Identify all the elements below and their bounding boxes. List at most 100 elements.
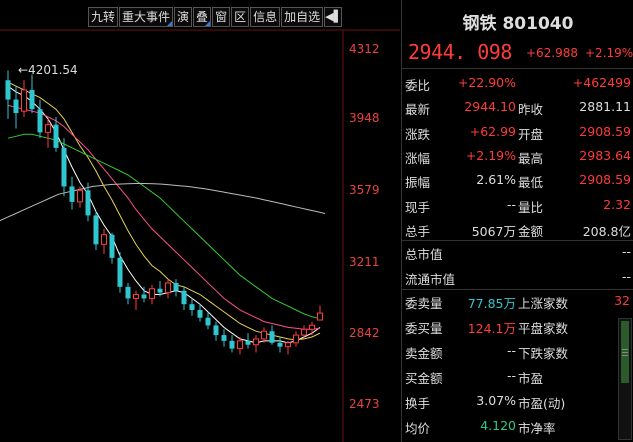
candle-body xyxy=(229,340,235,349)
candle xyxy=(101,228,107,255)
candle xyxy=(13,86,19,129)
chart-toolbar: 九转 重大事件 演 叠 窗 区 信息 加自选 ◀▌ xyxy=(88,7,343,27)
index-title: 钢铁 801040 xyxy=(462,14,574,34)
stat-value: -- xyxy=(506,343,516,358)
divider xyxy=(402,240,633,241)
stat-label: 最高 xyxy=(518,150,544,166)
candle-body xyxy=(205,317,211,326)
stat-label: 委比 xyxy=(405,78,431,93)
price-change: +62.988 xyxy=(526,46,579,60)
candle-body xyxy=(157,288,163,293)
candle-body xyxy=(181,290,187,305)
stat-value: 2.61% xyxy=(476,172,516,188)
candle xyxy=(117,252,123,293)
candle xyxy=(317,305,323,321)
candle-body xyxy=(45,124,51,133)
stat-value: +22.90% xyxy=(457,75,516,90)
y-tick-label: 4312 xyxy=(349,42,380,56)
quote-row: 振幅 2.61% 最低 2908.59 xyxy=(402,168,633,192)
kline-chart[interactable] xyxy=(0,0,400,442)
candle-body xyxy=(85,190,91,216)
stat-value: 2983.64 xyxy=(579,147,631,163)
candle-body xyxy=(269,331,275,343)
collapse-panel-icon[interactable]: ◀▌ xyxy=(324,7,343,27)
candle-body xyxy=(301,328,307,336)
stat-label: 最新 xyxy=(405,102,431,118)
stat-label: 买金额 xyxy=(405,371,443,386)
ma-line-ma60 xyxy=(0,183,326,222)
add-watchlist-button[interactable]: 加自选 xyxy=(281,7,324,27)
candle xyxy=(205,311,211,330)
candle xyxy=(301,325,307,339)
scroll-grip xyxy=(622,349,628,350)
range-button[interactable]: 区 xyxy=(231,7,250,27)
candle-body xyxy=(253,338,259,346)
stat-value: 5067万 xyxy=(471,223,516,239)
candle xyxy=(93,211,99,251)
stat-value: 2908.59 xyxy=(579,172,631,188)
candle xyxy=(245,333,251,349)
stat-value: 32 xyxy=(614,293,630,308)
candle xyxy=(157,281,163,297)
candle-body xyxy=(101,234,107,245)
candle-body xyxy=(197,309,203,318)
quote-row: 涨跌 +62.99 开盘 2908.59 xyxy=(402,120,633,144)
stat-label: 市盈(动) xyxy=(518,396,566,411)
kline-chart-area[interactable]: ←4201.54 九转 重大事件 演 叠 窗 区 信息 加自选 ◀▌ 4312 … xyxy=(0,0,400,442)
stat-label: 昨收 xyxy=(518,102,544,118)
candle xyxy=(69,176,75,210)
overlay-button[interactable]: 叠 xyxy=(193,7,212,27)
candle-body xyxy=(149,288,155,299)
candle xyxy=(109,232,115,264)
candle xyxy=(277,337,283,353)
info-button[interactable]: 信息 xyxy=(250,7,281,27)
candle-body xyxy=(309,324,315,330)
candle-body xyxy=(261,330,267,340)
candle xyxy=(173,279,179,297)
stat-label: 委买量 xyxy=(405,321,443,336)
ma-line-ma5 xyxy=(7,85,321,344)
demo-button[interactable]: 演 xyxy=(174,7,193,27)
major-events-button[interactable]: 重大事件 xyxy=(119,7,174,27)
quote-row: 涨幅 +2.19% 最高 2983.64 xyxy=(402,144,633,168)
stat-value: 208.8亿 xyxy=(582,223,631,239)
stat-label: 最低 xyxy=(518,175,544,191)
stat-value: 2944.10 xyxy=(464,99,516,115)
stat-value: 124.1万 xyxy=(467,321,516,336)
candle xyxy=(189,298,195,316)
ma-line-ma20 xyxy=(7,104,321,330)
candle xyxy=(133,290,139,310)
breadth-scrollbar[interactable] xyxy=(618,318,632,440)
stat-value: -- xyxy=(621,244,631,259)
stat-value: -- xyxy=(506,196,516,212)
quote-row: 委卖量 77.85万 上涨家数 32 xyxy=(402,289,633,313)
candle-body xyxy=(77,189,83,203)
candle xyxy=(77,186,83,208)
stat-label: 总市值 xyxy=(405,247,443,262)
candle xyxy=(293,331,299,347)
y-tick-label: 3948 xyxy=(349,111,380,125)
candle-body xyxy=(141,294,147,299)
candle xyxy=(37,99,43,139)
y-tick-label: 3579 xyxy=(349,183,380,197)
ma-line-ma10 xyxy=(7,81,321,341)
candle xyxy=(85,182,91,222)
window-button[interactable]: 窗 xyxy=(212,7,231,27)
nine-turn-button[interactable]: 九转 xyxy=(88,7,119,27)
candle-body xyxy=(221,335,227,341)
quote-row: 现手 -- 量比 2.32 xyxy=(402,193,633,217)
candle-body xyxy=(69,186,75,202)
stat-label: 涨幅 xyxy=(405,150,431,166)
stat-value: 2908.59 xyxy=(579,123,631,139)
quote-row: 委比 +22.90% +462499 xyxy=(402,71,633,95)
candle-body xyxy=(125,286,131,299)
candle-body xyxy=(13,99,19,114)
stat-label: 流通市值 xyxy=(405,271,456,287)
stat-value: 2.32 xyxy=(603,196,631,212)
last-price: 2944. 098 xyxy=(408,40,512,64)
quote-row: 换手3.07%市盈(动)-- xyxy=(402,389,633,413)
stat-label: 总手 xyxy=(405,223,431,239)
quote-row: 总手 5067万 金额 208.8亿 xyxy=(402,217,633,241)
stat-label: 卖金额 xyxy=(405,346,443,361)
